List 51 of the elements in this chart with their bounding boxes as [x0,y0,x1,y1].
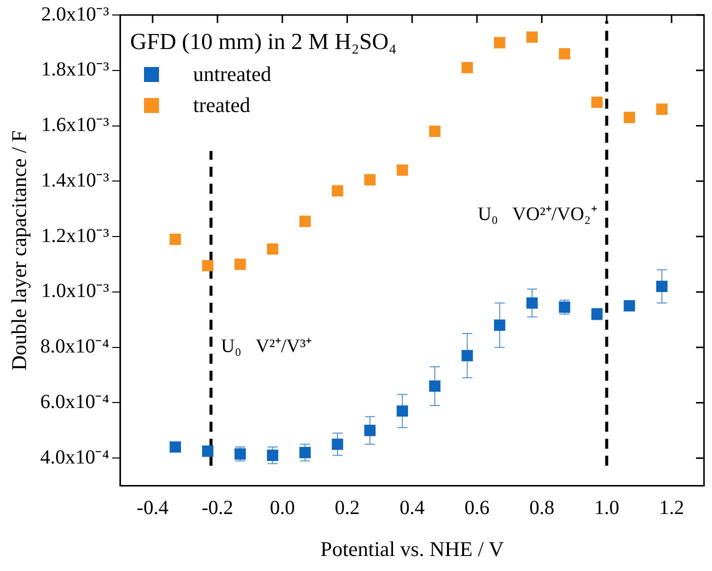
point [396,164,408,176]
point [526,32,538,43]
x-tick-label: -0.4 [136,497,168,520]
point [526,297,538,309]
point [332,185,344,197]
x-axis-title: Potential vs. NHE / V [320,536,504,561]
point [462,350,473,362]
x-tick-label: 1.2 [659,497,684,520]
point [266,243,278,255]
point [202,446,214,457]
point [624,300,636,312]
point [462,62,473,74]
x-tick-label: -0.2 [202,497,234,520]
y-tick-label: 2.0x10⁻³ [41,3,110,26]
y-tick-label: 1.6x10⁻³ [41,114,110,136]
ref-line-label: U₀ V²⁺/V³⁺ [220,334,312,358]
point [396,405,408,417]
text: GFD (10 mm) in 2 M H₂SO₄ [130,29,397,55]
point [234,258,246,270]
point [494,37,506,48]
y-tick-label: 1.2x10⁻³ [41,224,110,247]
x-tick-label: 1.0 [594,497,620,520]
y-tick-label: 4.0x10⁻⁴ [40,446,110,468]
point [170,441,181,453]
x-tick-label: 0.6 [464,497,490,520]
x-tick-label: 0.2 [334,497,360,520]
point [624,112,636,124]
point [299,216,311,227]
point [429,380,440,392]
y-axis-title: Double layer capacitance / F [7,130,32,371]
point [202,260,214,272]
ref-line-label: U₀ VO²⁺/VO₂⁺ [478,202,597,226]
point [170,234,181,245]
point [364,174,376,186]
x-tick-label: 0.8 [529,497,554,520]
x-tick-label: 0.4 [400,497,425,520]
point [429,126,440,137]
legend-label: treated [193,93,250,118]
point [558,48,570,60]
point [494,320,506,331]
x-tick-label: 0.0 [270,497,295,520]
y-tick-label: 1.4x10⁻³ [41,169,110,192]
legend-label: untreated [193,62,272,87]
point [332,438,344,450]
point [591,96,603,108]
y-tick-label: 8.0x10⁻⁴ [40,336,110,358]
point [656,280,668,292]
y-tick-label: 1.8x10⁻³ [41,58,110,81]
y-tick-label: 1.0x10⁻³ [41,280,110,302]
point [656,104,668,115]
y-tick-label: 6.0x10⁻⁴ [40,390,110,413]
